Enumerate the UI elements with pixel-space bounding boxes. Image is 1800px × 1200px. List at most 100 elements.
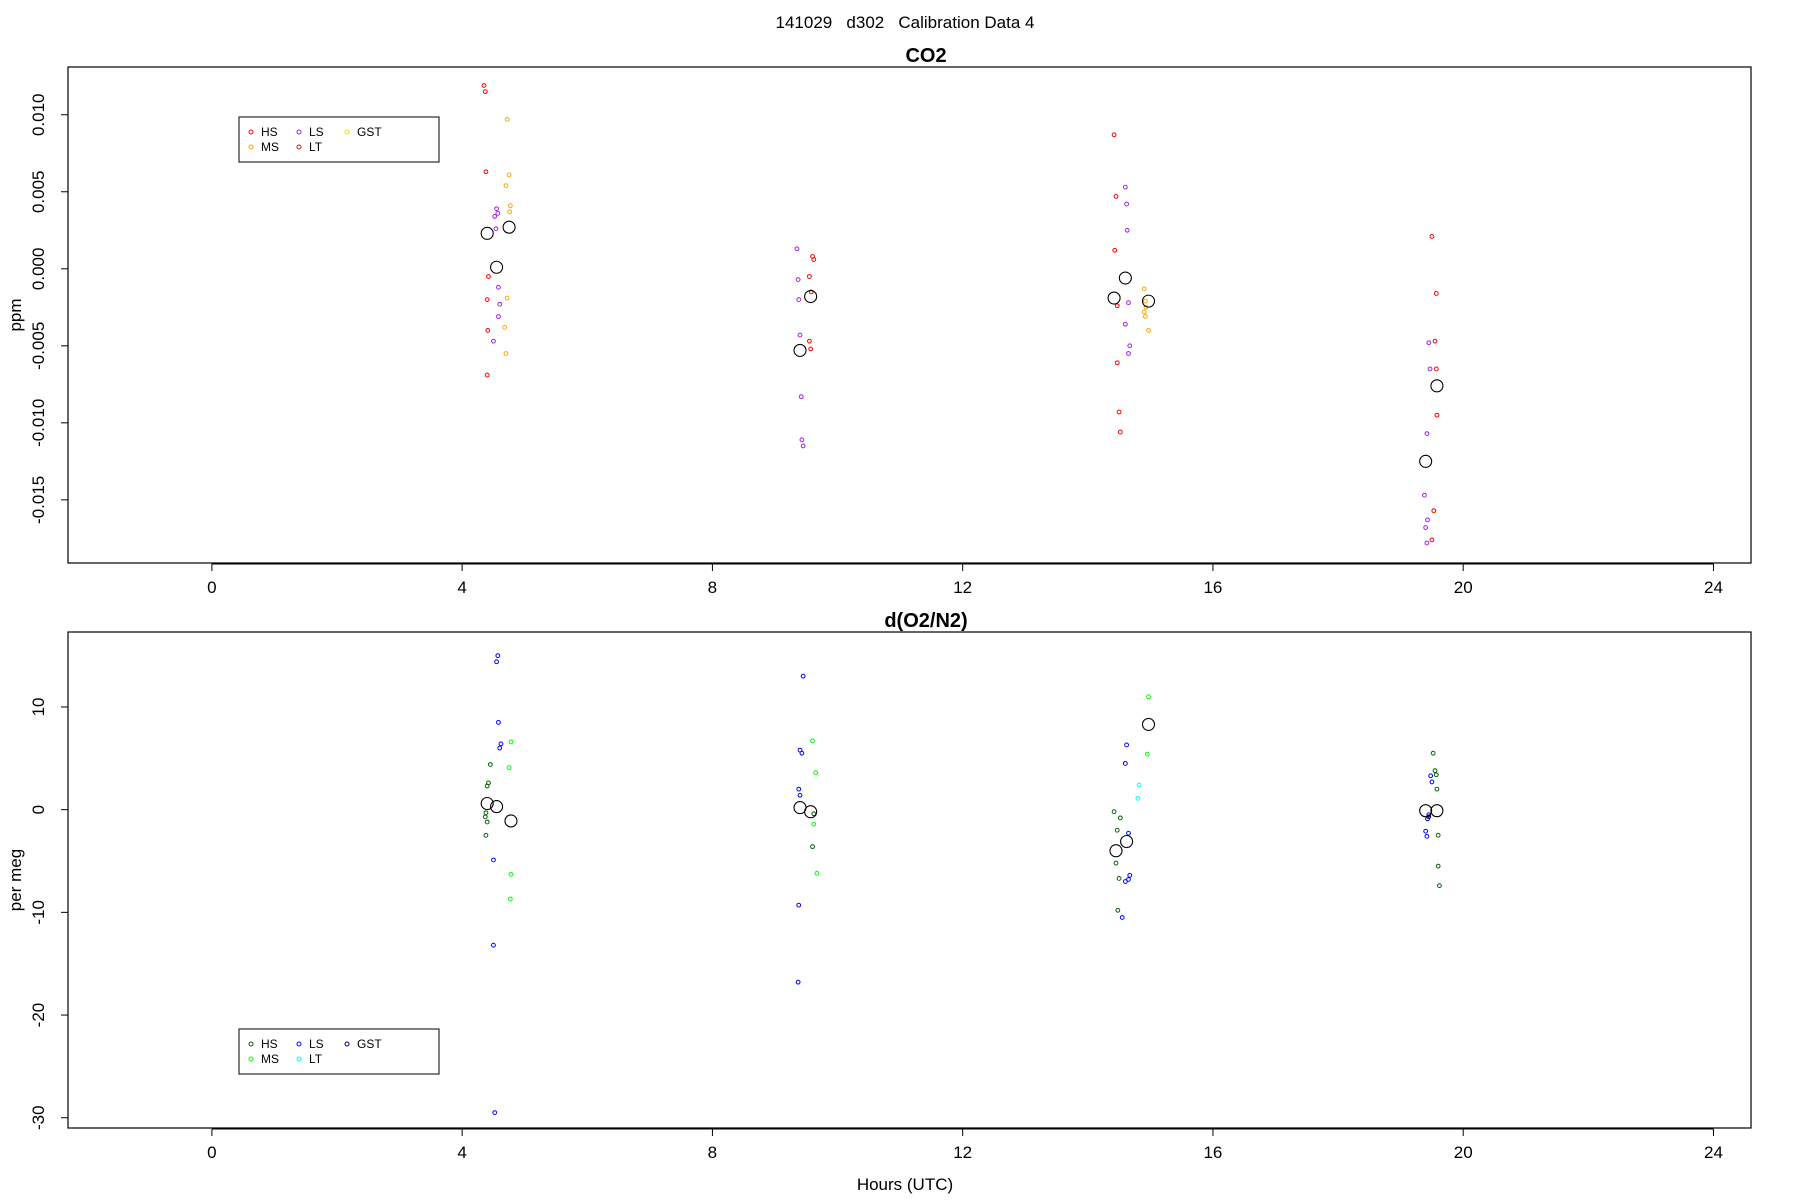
o2n2-legend-box xyxy=(238,1028,440,1075)
o2n2-point-hs xyxy=(1115,907,1121,913)
co2-point-mean xyxy=(1118,271,1132,285)
co2-y-tick-label: 0.000 xyxy=(29,248,48,291)
co2-point-ls xyxy=(798,394,804,400)
co2-point-mean xyxy=(1107,291,1121,305)
co2-point-ls xyxy=(495,210,501,216)
o2n2-point-ls xyxy=(496,719,501,725)
o2n2-point-ls xyxy=(1122,879,1128,884)
co2-point-ls xyxy=(1427,366,1433,372)
co2-point-ls xyxy=(497,301,503,307)
co2-point-hs xyxy=(806,274,812,279)
o2n2-point-lt xyxy=(1135,795,1141,801)
o2n2-point-hs xyxy=(811,811,817,817)
o2n2-point-ms xyxy=(810,738,815,744)
o2n2-y-tick-label: -20 xyxy=(29,1003,48,1028)
o2n2-point-mean xyxy=(1430,804,1444,818)
o2n2-point-ls xyxy=(796,786,802,792)
co2-axes: 0 4 8 12 16 20 24 -0.015 -0.010 -0.005 0.000 0.005 0… xyxy=(29,93,1723,597)
co2-x-tick-label: 12 xyxy=(953,578,972,597)
co2-point-ls xyxy=(496,314,501,319)
o2n2-legend-label-hs: HS xyxy=(261,1037,278,1051)
o2n2-panel: d(O2/N2) per meg 0 4 8 12 16 20 24 -30 -20 -10 0 10… xyxy=(6,610,1752,1162)
o2n2-point-ls xyxy=(1119,915,1125,920)
co2-x-tick-label: 4 xyxy=(457,578,466,597)
o2n2-x-tick-label: 4 xyxy=(457,1143,466,1162)
co2-y-tick-label: 0.005 xyxy=(29,170,48,213)
o2n2-point-hs xyxy=(483,832,489,838)
o2n2-y-axis-label: per meg xyxy=(6,849,25,911)
o2n2-axes: 0 4 8 12 16 20 24 -30 -20 -10 0 10 xyxy=(29,698,1723,1162)
co2-y-tick-label: 0.010 xyxy=(29,93,48,136)
co2-point-hs xyxy=(483,169,489,175)
co2-point-hs xyxy=(486,274,491,279)
o2n2-point-hs xyxy=(484,819,490,825)
o2n2-point-ls xyxy=(1127,872,1133,878)
o2n2-point-hs xyxy=(1434,786,1440,792)
co2-x-tick-label: 20 xyxy=(1454,578,1473,597)
co2-point-hs xyxy=(811,257,817,262)
co2-point-ls xyxy=(797,332,803,338)
o2n2-y-tick-label: -30 xyxy=(29,1105,48,1130)
co2-point-hs xyxy=(1433,291,1439,296)
co2-point-hs xyxy=(1112,247,1118,253)
o2n2-point-mean xyxy=(1109,844,1123,858)
o2n2-point-mean xyxy=(490,800,504,814)
co2-point-ms xyxy=(1141,309,1147,315)
o2n2-point-ls xyxy=(795,979,801,985)
o2n2-legend-label-lt: LT xyxy=(309,1052,323,1066)
co2-point-hs xyxy=(1111,132,1117,138)
o2n2-point-ms xyxy=(508,871,514,877)
co2-point-ls xyxy=(1124,201,1130,207)
co2-point-ms xyxy=(503,183,509,189)
co2-point-ms xyxy=(502,324,508,330)
o2n2-point-ms xyxy=(814,870,820,876)
co2-point-ls xyxy=(799,437,805,443)
o2n2-point-mean xyxy=(1120,834,1134,849)
o2n2-point-hs xyxy=(487,762,493,767)
co2-point-ls xyxy=(1424,540,1430,546)
co2-point-ls xyxy=(493,226,499,232)
o2n2-point-ls xyxy=(1429,779,1435,785)
co2-point-ls xyxy=(1124,227,1130,233)
co2-x-tick-label: 0 xyxy=(207,578,216,597)
co2-y-tick-label: -0.015 xyxy=(29,476,48,524)
co2-point-hs xyxy=(1114,360,1120,366)
co2-y-tick-label: -0.010 xyxy=(29,399,48,447)
co2-x-tick-label: 16 xyxy=(1203,578,1222,597)
co2-point-ls xyxy=(795,277,801,282)
co2-point-ls xyxy=(1122,321,1128,327)
o2n2-legend-marker-ls xyxy=(296,1041,302,1047)
o2n2-legend-marker-lt xyxy=(296,1056,302,1062)
o2n2-point-ls xyxy=(492,1110,498,1115)
o2n2-point-hs xyxy=(482,814,488,820)
co2-point-mean xyxy=(490,260,504,274)
co2-point-hs xyxy=(806,338,812,344)
co2-point-ms xyxy=(507,209,513,215)
o2n2-y-tick-label: -10 xyxy=(29,900,48,925)
o2n2-point-ms xyxy=(813,770,819,776)
co2-y-tick-label: -0.005 xyxy=(29,322,48,370)
figure-supertitle: 141029 d302 Calibration Data 4 xyxy=(776,13,1035,32)
o2n2-point-ms xyxy=(811,821,817,827)
o2n2-point-ls xyxy=(494,659,499,665)
o2n2-point-ls xyxy=(497,745,503,751)
co2-point-ls xyxy=(1426,340,1432,346)
o2n2-point-mean xyxy=(504,814,518,828)
co2-point-ls xyxy=(1122,184,1128,190)
o2n2-point-mean xyxy=(1419,804,1433,818)
co2-point-hs xyxy=(808,289,814,295)
o2n2-point-hs xyxy=(1114,827,1120,833)
o2n2-point-ls xyxy=(1122,761,1128,766)
co2-point-ms xyxy=(507,203,513,209)
o2n2-point-ls xyxy=(1423,828,1429,834)
co2-point-hs xyxy=(1431,508,1437,514)
o2n2-legend-label-ms: MS xyxy=(261,1052,279,1066)
co2-point-ms xyxy=(1146,328,1151,333)
co2-point-ms xyxy=(504,116,510,122)
co2-point-ls xyxy=(800,443,806,449)
co2-legend-label-ms: MS xyxy=(261,140,279,154)
o2n2-y-tick-label: 10 xyxy=(29,698,48,717)
o2n2-x-tick-label: 20 xyxy=(1454,1143,1473,1162)
co2-point-ls xyxy=(496,284,501,290)
